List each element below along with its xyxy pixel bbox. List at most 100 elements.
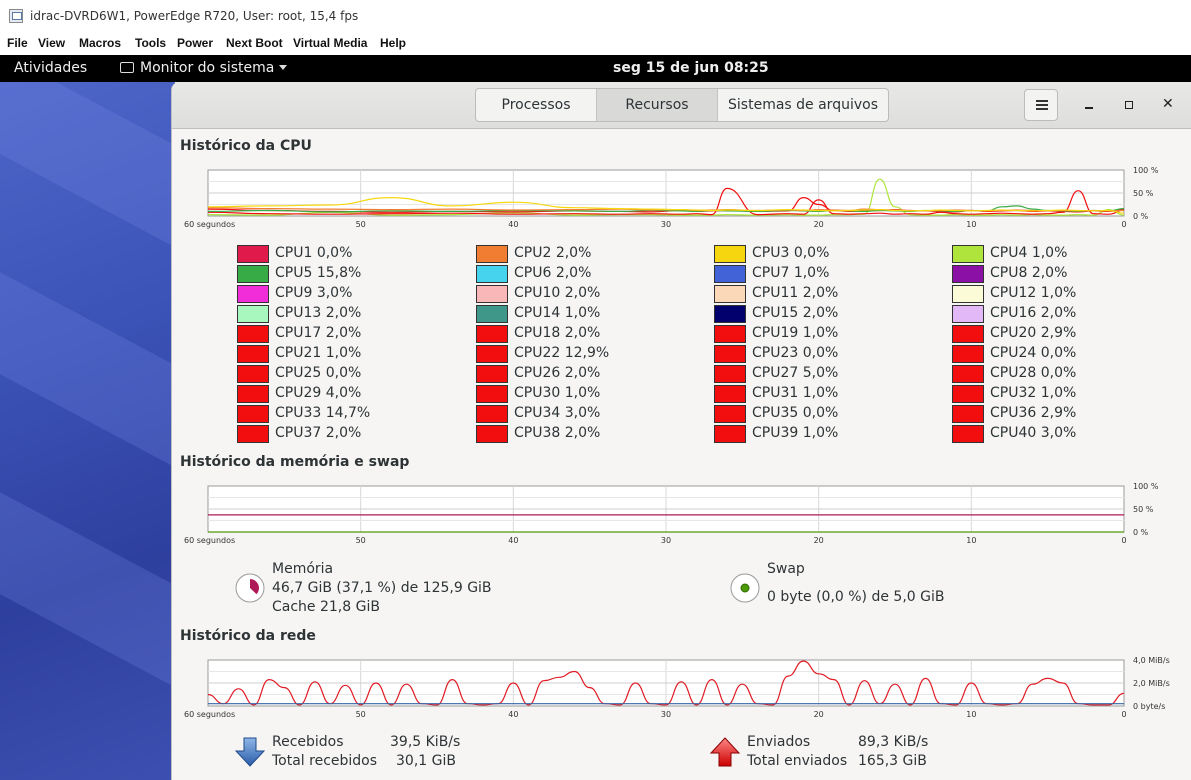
cpu-color-swatch[interactable] (714, 305, 746, 323)
cpu-color-swatch[interactable] (714, 265, 746, 283)
cpu-legend-label: CPU2 2,0% (514, 245, 591, 261)
tab-recursos[interactable]: Recursos (597, 89, 718, 121)
cpu-color-swatch[interactable] (476, 345, 508, 363)
cpu-color-swatch[interactable] (714, 425, 746, 443)
cpu-value: 2,9% (1036, 325, 1077, 341)
menu-file[interactable]: File (7, 36, 28, 50)
activities-button[interactable]: Atividades (14, 60, 88, 76)
cpu-color-swatch[interactable] (237, 365, 269, 383)
cpu-color-swatch[interactable] (237, 245, 269, 263)
cpu-name: CPU2 (514, 245, 552, 261)
network-x-tick-label: 40 (508, 710, 518, 719)
cpu-value: 1,0% (798, 385, 839, 401)
cpu-value: 15,8% (312, 265, 362, 281)
cpu-y-tick-label: 50 % (1133, 189, 1154, 198)
upload-arrow-icon (709, 737, 741, 767)
cpu-color-swatch[interactable] (237, 305, 269, 323)
cpu-color-swatch[interactable] (237, 285, 269, 303)
cpu-color-swatch[interactable] (952, 285, 984, 303)
cpu-color-swatch[interactable] (714, 245, 746, 263)
cpu-name: CPU17 (275, 325, 322, 341)
network-x-tick-label: 20 (814, 710, 824, 719)
cpu-color-swatch[interactable] (952, 305, 984, 323)
cpu-color-swatch[interactable] (952, 405, 984, 423)
cpu-name: CPU24 (990, 345, 1037, 361)
cpu-name: CPU34 (514, 405, 561, 421)
cpu-color-swatch[interactable] (952, 425, 984, 443)
cpu-name: CPU7 (752, 265, 790, 281)
menu-virtual-media[interactable]: Virtual Media (293, 36, 368, 50)
memory-history-title: Histórico da memória e swap (180, 454, 410, 470)
cpu-y-tick-label: 0 % (1133, 212, 1149, 221)
cpu-value: 2,0% (551, 265, 592, 281)
cpu-value: 3,0% (1036, 425, 1077, 441)
cpu-color-swatch[interactable] (952, 365, 984, 383)
cpu-color-swatch[interactable] (237, 345, 269, 363)
close-icon[interactable]: ✕ (1162, 96, 1174, 112)
cpu-name: CPU35 (752, 405, 799, 421)
cpu-legend-label: CPU16 2,0% (990, 305, 1076, 321)
cpu-legend-label: CPU18 2,0% (514, 325, 600, 341)
cpu-color-swatch[interactable] (952, 325, 984, 343)
cpu-color-swatch[interactable] (476, 385, 508, 403)
cpu-name: CPU18 (514, 325, 561, 341)
cpu-color-swatch[interactable] (237, 425, 269, 443)
cpu-color-swatch[interactable] (237, 385, 269, 403)
cpu-color-swatch[interactable] (714, 285, 746, 303)
cpu-color-swatch[interactable] (476, 405, 508, 423)
cpu-color-swatch[interactable] (952, 345, 984, 363)
cpu-color-swatch[interactable] (237, 405, 269, 423)
cpu-name: CPU39 (752, 425, 799, 441)
cpu-value: 1,0% (1027, 245, 1068, 261)
app-menu-button[interactable]: Monitor do sistema (120, 60, 288, 76)
menu-button[interactable] (1024, 89, 1058, 121)
cpu-color-swatch[interactable] (714, 385, 746, 403)
menu-tools[interactable]: Tools (135, 36, 167, 50)
cpu-color-swatch[interactable] (952, 265, 984, 283)
menu-help[interactable]: Help (380, 36, 407, 50)
tab-sistemas-de-arquivos[interactable]: Sistemas de arquivos (728, 97, 878, 113)
cpu-value: 2,0% (1027, 265, 1068, 281)
cpu-value: 0,0% (789, 245, 830, 261)
menu-next-boot[interactable]: Next Boot (226, 36, 283, 50)
cpu-legend-label: CPU30 1,0% (514, 385, 600, 401)
cpu-name: CPU32 (990, 385, 1037, 401)
maximize-icon[interactable] (1125, 101, 1133, 109)
cpu-color-swatch[interactable] (476, 325, 508, 343)
cpu-color-swatch[interactable] (476, 425, 508, 443)
cpu-color-swatch[interactable] (237, 325, 269, 343)
minimize-icon[interactable] (1085, 107, 1093, 109)
cpu-color-swatch[interactable] (952, 385, 984, 403)
cpu-value: 0,0% (798, 405, 839, 421)
cpu-color-swatch[interactable] (237, 265, 269, 283)
memory-cache: Cache 21,8 GiB (272, 599, 380, 615)
cpu-color-swatch[interactable] (476, 365, 508, 383)
cpu-color-swatch[interactable] (714, 365, 746, 383)
cpu-name: CPU21 (275, 345, 322, 361)
cpu-x-tick-label: 50 (356, 220, 366, 229)
memory-history-graph: 60 segundos 50 40 30 20 10 0 100 % 50 % 0 % (184, 482, 1159, 545)
cpu-color-swatch[interactable] (476, 305, 508, 323)
cpu-value: 12,9% (560, 345, 610, 361)
cpu-color-swatch[interactable] (476, 245, 508, 263)
menu-power[interactable]: Power (177, 36, 214, 50)
cpu-legend-label: CPU10 2,0% (514, 285, 600, 301)
cpu-color-swatch[interactable] (714, 325, 746, 343)
cpu-name: CPU16 (990, 305, 1037, 321)
cpu-color-swatch[interactable] (714, 345, 746, 363)
menu-macros[interactable]: Macros (79, 36, 122, 50)
received-total-label: Total recebidos (272, 753, 378, 769)
cpu-color-swatch[interactable] (476, 265, 508, 283)
cpu-color-swatch[interactable] (952, 245, 984, 263)
cpu-x-tick-label: 20 (814, 220, 824, 229)
menu-view[interactable]: View (38, 36, 66, 50)
tab-processos[interactable]: Processos (476, 89, 597, 121)
cpu-legend-label: CPU28 0,0% (990, 365, 1076, 381)
cpu-history-title: Histórico da CPU (180, 138, 312, 154)
sent-info: Enviados 89,3 KiB/s Total enviados 165,3 G… (747, 733, 928, 771)
clock[interactable]: seg 15 de jun 08:25 (613, 60, 769, 76)
cpu-name: CPU37 (275, 425, 322, 441)
cpu-color-swatch[interactable] (714, 405, 746, 423)
cpu-color-swatch[interactable] (476, 285, 508, 303)
cpu-x-tick-label: 40 (508, 220, 518, 229)
